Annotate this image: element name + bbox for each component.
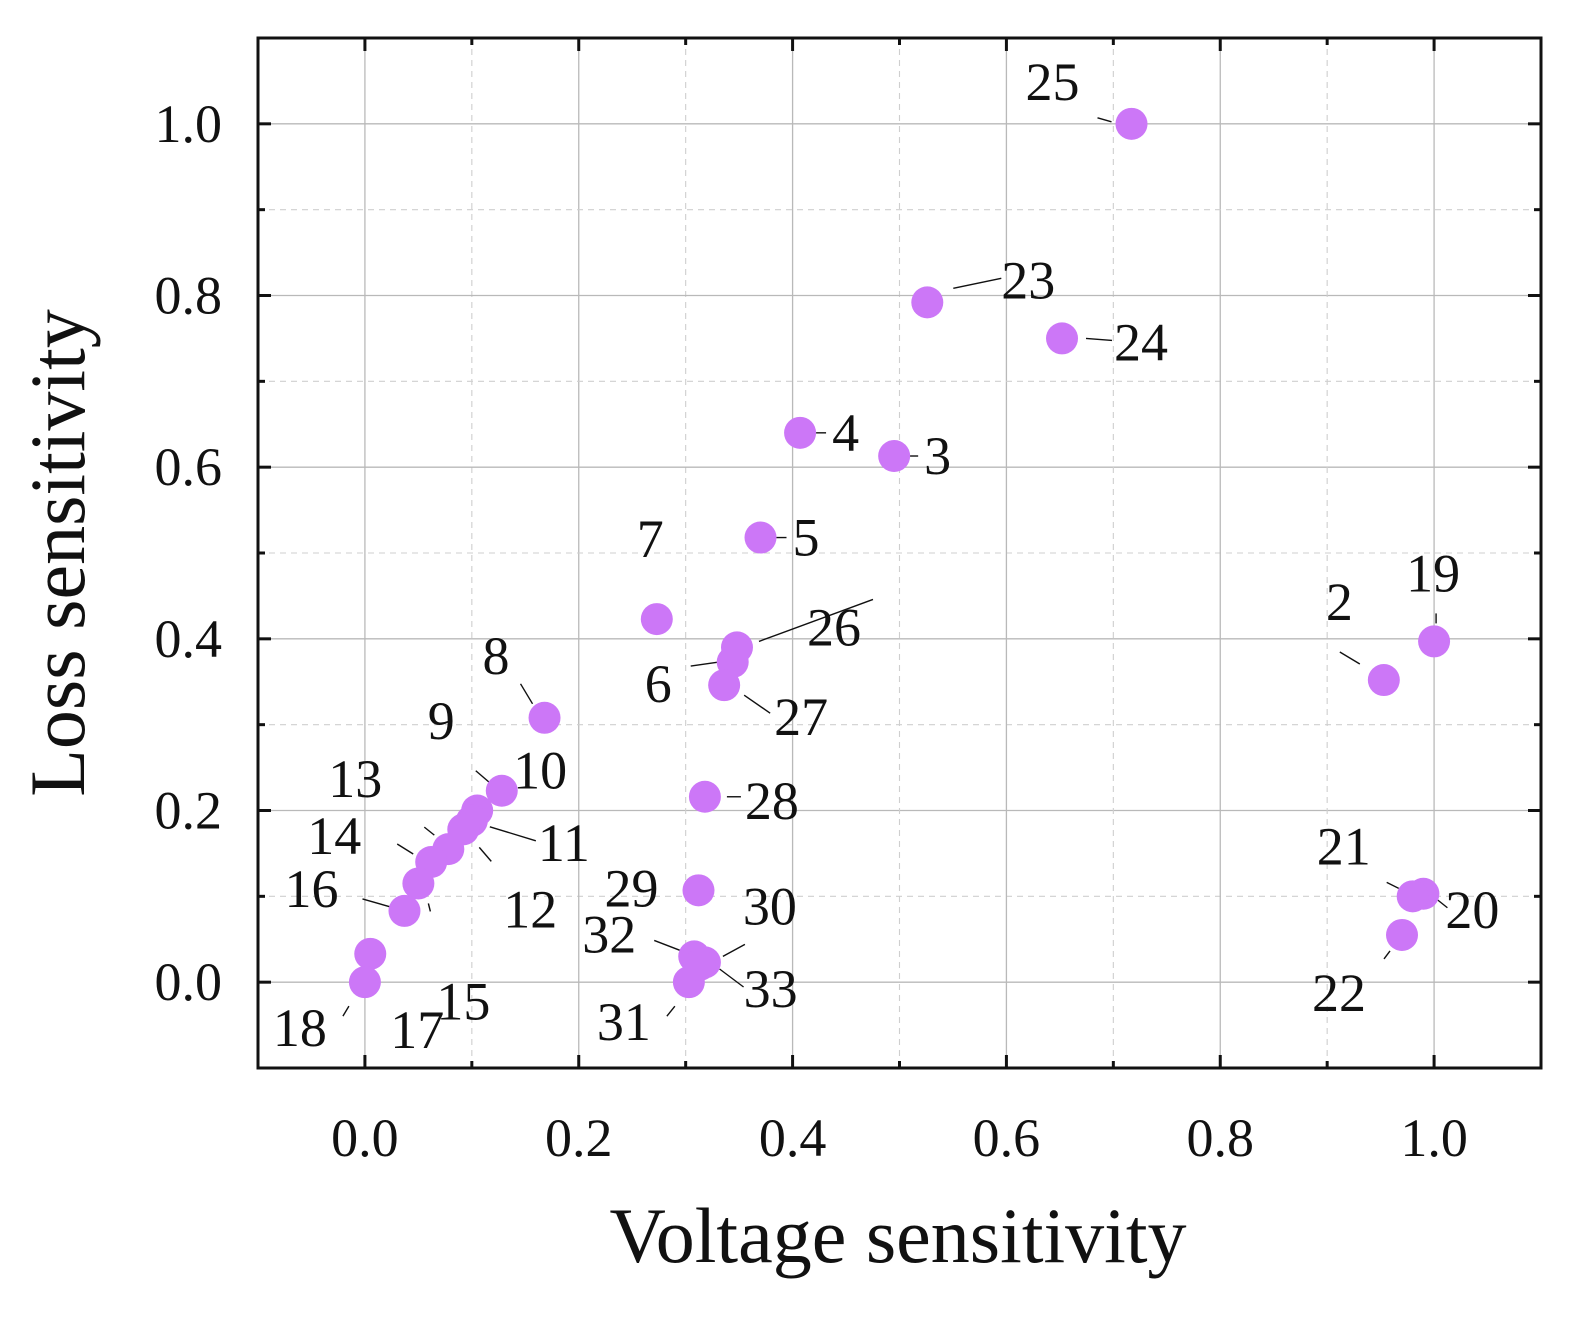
point-label: 31 [597, 992, 651, 1052]
point-label: 5 [793, 508, 820, 568]
point-label: 22 [1312, 963, 1366, 1023]
point-label: 28 [745, 771, 799, 831]
point-labels: 2345678910111213141516171819202122232425… [273, 52, 1499, 1060]
point-label: 15 [436, 971, 490, 1031]
point-label: 32 [582, 904, 636, 964]
point-label: 13 [328, 749, 382, 809]
y-tick-label: 0.4 [155, 609, 223, 669]
grid [258, 38, 1541, 1068]
scatter-point [708, 669, 741, 702]
label-leader-line [653, 939, 681, 952]
x-tick-label: 0.0 [331, 1108, 399, 1168]
scatter-point [878, 440, 911, 473]
label-leader-line [478, 846, 492, 862]
x-tick-label: 0.6 [973, 1108, 1041, 1168]
y-tick-label: 0.6 [155, 437, 223, 497]
scatter-point [354, 937, 387, 970]
scatter-point [1386, 918, 1419, 951]
scatter-point [402, 867, 435, 900]
label-leader-line [953, 277, 1002, 290]
label-leader-line [1383, 950, 1391, 960]
label-leader-line [396, 843, 414, 855]
label-leader-line [1085, 337, 1113, 342]
x-tick-labels: 0.0 0.2 0.4 0.6 0.8 1.0 [331, 1108, 1468, 1168]
scatter-point [528, 701, 561, 734]
scatter-point [1367, 664, 1400, 697]
x-tick-label: 1.0 [1400, 1108, 1468, 1168]
point-label: 4 [832, 403, 859, 463]
data-points [348, 107, 1451, 999]
point-label: 6 [645, 654, 672, 714]
y-axis-title: Loss sensitivity [14, 309, 101, 797]
point-label: 16 [284, 859, 338, 919]
x-axis-title: Voltage sensitivity [609, 1192, 1186, 1279]
point-label: 12 [503, 879, 557, 939]
point-label: 14 [307, 806, 361, 866]
label-leader-line [519, 683, 534, 705]
scatter-point [485, 774, 518, 807]
point-label: 23 [1001, 250, 1055, 310]
label-leader-line [427, 903, 432, 912]
point-label: 21 [1317, 816, 1371, 876]
x-tick-label: 0.2 [545, 1108, 613, 1168]
point-label: 27 [774, 687, 828, 747]
y-tick-label: 1.0 [155, 94, 223, 154]
point-label: 10 [513, 741, 567, 801]
label-leader-line [743, 694, 771, 714]
point-label: 33 [744, 959, 798, 1019]
scatter-point [688, 780, 721, 813]
point-label: 11 [538, 813, 590, 873]
x-tick-label: 0.8 [1187, 1108, 1255, 1168]
label-leader-line [1386, 881, 1400, 889]
point-label: 25 [1026, 52, 1080, 112]
label-leader-line [666, 1005, 676, 1017]
scatter-point [744, 521, 777, 554]
point-label: 3 [924, 426, 951, 486]
point-label: 24 [1114, 312, 1168, 372]
point-label: 8 [483, 626, 510, 686]
y-tick-label: 0.0 [155, 952, 223, 1012]
scatter-point [1046, 322, 1079, 355]
point-label: 2 [1326, 572, 1353, 632]
point-label: 29 [604, 858, 658, 918]
label-leader-line [423, 826, 435, 836]
scatter-point [348, 966, 381, 999]
point-label: 9 [428, 691, 455, 751]
label-leader-line [475, 770, 491, 784]
x-tick-label: 0.4 [759, 1108, 827, 1168]
label-leader-line [719, 968, 744, 988]
label-leader-line [1436, 899, 1448, 909]
leader-lines [342, 117, 1448, 1017]
label-leader-line [362, 898, 391, 908]
y-tick-label: 0.2 [155, 781, 223, 841]
scatter-point [720, 631, 753, 664]
point-label: 17 [390, 1000, 444, 1060]
y-tick-labels: 0.0 0.2 0.4 0.6 0.8 1.0 [155, 94, 223, 1012]
point-label: 20 [1445, 880, 1499, 940]
scatter-point [683, 949, 716, 981]
point-label: 26 [807, 597, 861, 657]
point-label: 18 [273, 998, 327, 1058]
label-leader-line [690, 661, 719, 667]
scatter-point [388, 894, 421, 927]
point-label: 30 [743, 876, 797, 936]
scatter-point [1418, 625, 1451, 658]
scatter-point [784, 416, 817, 449]
plot-frame [256, 36, 1543, 1070]
point-label: 7 [637, 509, 664, 569]
scatter-point [640, 603, 673, 636]
scatter-point [1396, 880, 1429, 913]
scatter-point [682, 874, 715, 907]
scatter-point [1115, 107, 1148, 140]
label-leader-line [489, 826, 537, 842]
label-leader-line [758, 598, 874, 643]
label-leader-line [342, 1005, 350, 1017]
y-tick-label: 0.8 [155, 266, 223, 326]
label-leader-line [722, 943, 746, 958]
scatter-point [911, 286, 944, 319]
point-label: 19 [1406, 543, 1460, 603]
label-leader-line [1339, 651, 1361, 665]
label-leader-line [1097, 117, 1112, 123]
